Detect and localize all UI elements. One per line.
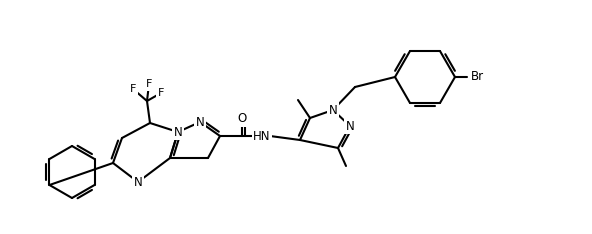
Text: N: N: [134, 176, 142, 189]
Text: N: N: [346, 120, 355, 132]
Text: N: N: [173, 125, 182, 139]
Text: F: F: [146, 79, 152, 89]
Text: Br: Br: [471, 70, 484, 84]
Text: N: N: [195, 116, 204, 128]
Text: N: N: [329, 103, 337, 117]
Text: HN: HN: [253, 129, 271, 143]
Text: F: F: [158, 88, 164, 98]
Text: F: F: [130, 84, 136, 94]
Text: O: O: [237, 113, 247, 125]
